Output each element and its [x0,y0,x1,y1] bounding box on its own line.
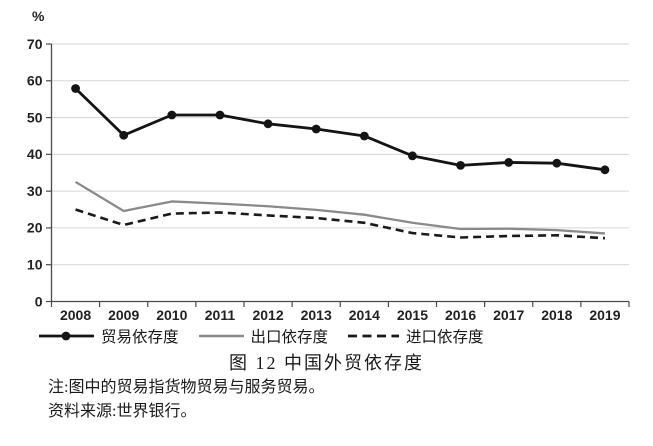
y-tick-label: 30 [27,183,43,199]
y-tick-label: 60 [27,73,43,89]
trade-line-sample-icon [39,331,94,341]
series-line-1 [74,180,606,235]
data-point-marker [71,84,80,93]
line-chart: 0 10 20 30 40 50 60 70% 2008 2009 2010 2011 2012 2013… [27,8,630,323]
legend-label-trade: 贸易依存度 [101,329,179,346]
x-tick-label: 2010 [156,307,187,323]
y-tick-label: 40 [27,146,43,162]
data-point-marker [263,119,273,129]
y-tick-label: 20 [27,220,43,236]
data-point-marker [408,151,417,161]
x-tick-label: 2009 [108,307,139,323]
series-line-0 [74,87,606,172]
figure-note: 注:图中的贸易指货物贸易与服务贸易。 [48,379,325,396]
figure-source: 资料来源:世界银行。 [48,402,197,420]
x-tick-label: 2016 [445,307,476,323]
data-point-marker [167,110,177,120]
series-line-2 [75,208,606,240]
legend-item-trade-dependence: 贸易依存度 [38,325,179,347]
x-tick-label: 2018 [541,307,572,323]
data-point-marker [456,160,465,170]
y-tick-label: 10 [27,257,43,273]
x-tick-label: 2011 [205,307,236,323]
legend-item-import-dependence: 进口依存度 [347,325,484,347]
data-point-marker [600,165,610,175]
legend-label-export: 出口依存度 [250,329,329,346]
data-point-marker [119,130,129,140]
data-point-marker [359,131,369,141]
y-tick-label: 50 [27,109,43,125]
import-line-sample-icon [348,334,400,338]
y-axis-unit-label: % [32,8,45,24]
x-tick-label: 2008 [60,307,91,323]
x-tick-label: 2014 [349,307,380,323]
export-line-sample-icon [198,334,244,338]
x-tick-label: 2012 [252,307,283,323]
chart-legend: 贸易依存度 出口依存度 进口依存度 [38,325,653,347]
legend-item-export-dependence: 出口依存度 [198,325,329,347]
x-tick-label: 2013 [301,307,332,323]
data-point-marker [552,158,562,168]
data-point-marker [504,158,514,167]
figure-caption: 图 12 中国外贸依存度 [229,353,424,373]
y-tick-label: 0 [35,293,43,309]
y-tick-label: 70 [27,36,43,52]
data-point-marker [311,124,321,134]
data-point-marker [215,110,225,120]
legend-label-import: 进口依存度 [406,329,484,346]
x-tick-label: 2017 [493,307,524,323]
x-tick-label: 2015 [397,307,428,323]
x-tick-label: 2019 [589,307,620,323]
